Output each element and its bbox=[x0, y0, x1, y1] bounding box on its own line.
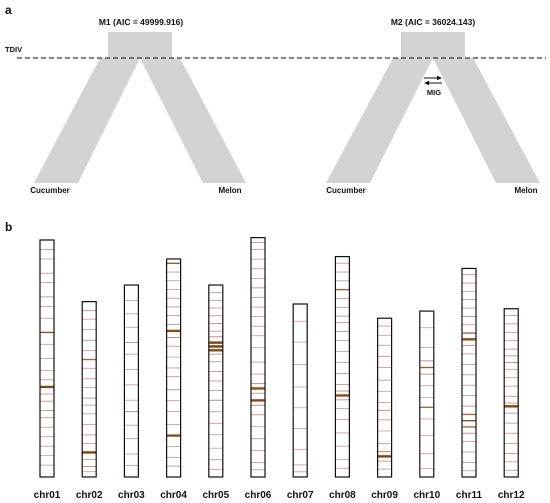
chromosome-label: chr09 bbox=[371, 490, 398, 501]
chromosome-chr04: chr04 bbox=[160, 258, 187, 501]
chromosome-chr05: chr05 bbox=[202, 284, 230, 501]
chromosome-chr06: chr06 bbox=[245, 237, 272, 501]
chromosome-outline bbox=[81, 301, 97, 478]
m1-ancestral-population bbox=[108, 32, 172, 58]
chromosome-chr02: chr02 bbox=[76, 301, 103, 501]
m1-left-population-label: Cucumber bbox=[30, 186, 70, 195]
migration-label: MIG bbox=[427, 88, 441, 97]
chromosome-label: chr03 bbox=[118, 490, 145, 501]
chromosome-outline bbox=[208, 284, 224, 478]
m2-title: M2 (AIC = 36024.143) bbox=[391, 17, 476, 27]
chromosome-outline bbox=[503, 308, 519, 478]
chromosome-label: chr12 bbox=[498, 490, 525, 501]
m1-left-branch bbox=[34, 58, 140, 183]
m2-right-branch bbox=[433, 58, 540, 183]
m1-title: M1 (AIC = 49999.916) bbox=[99, 17, 184, 27]
chromosome-outline bbox=[292, 303, 308, 478]
chromosome-chr10: chr10 bbox=[413, 310, 441, 501]
m1-right-branch bbox=[140, 58, 246, 183]
m2-left-branch bbox=[326, 58, 433, 183]
chromosome-label: chr08 bbox=[329, 490, 356, 501]
chromosome-outline bbox=[250, 237, 266, 478]
chromosome-chr03: chr03 bbox=[118, 284, 145, 501]
chromosome-outline bbox=[166, 258, 182, 478]
panel-b-label: b bbox=[5, 220, 12, 234]
chromosome-outline bbox=[334, 255, 350, 478]
tdiv-label: TDIV bbox=[5, 45, 22, 54]
chromosome-chr07: chr07 bbox=[287, 303, 314, 501]
m2-right-population-label: Melon bbox=[514, 186, 537, 195]
model-m1: M1 (AIC = 49999.916) Cucumber Melon bbox=[30, 17, 246, 195]
chromosome-label: chr04 bbox=[160, 490, 187, 501]
chromosome-chr01: chr01 bbox=[34, 239, 61, 501]
chromosome-label: chr06 bbox=[245, 490, 272, 501]
chromosome-label: chr11 bbox=[456, 490, 483, 501]
chromosome-label: chr10 bbox=[413, 490, 440, 501]
chromosome-outline bbox=[461, 267, 477, 478]
chromosome-ideogram: chr01 chr02 chr03 chr04 chr05 chr06 chr07 chr08… bbox=[34, 237, 525, 501]
chromosome-chr11: chr11 bbox=[456, 267, 483, 501]
chromosome-label: chr02 bbox=[76, 490, 103, 501]
m2-left-population-label: Cucumber bbox=[326, 186, 366, 195]
chromosome-chr12: chr12 bbox=[498, 308, 525, 501]
chromosome-chr08: chr08 bbox=[329, 255, 356, 501]
chromosome-outline bbox=[123, 284, 140, 478]
m2-ancestral-population bbox=[401, 32, 465, 58]
panel-a-label: a bbox=[5, 3, 12, 17]
model-m2: M2 (AIC = 36024.143) Cucumber Melon MIG bbox=[326, 17, 540, 195]
chromosome-outline bbox=[39, 239, 55, 478]
migration-arrows-icon bbox=[424, 75, 442, 86]
chromosome-label: chr07 bbox=[287, 490, 314, 501]
chromosome-label: chr01 bbox=[34, 490, 61, 501]
chromosome-label: chr05 bbox=[202, 490, 229, 501]
chromosome-outline bbox=[377, 317, 393, 478]
chromosome-chr09: chr09 bbox=[371, 317, 398, 501]
chromosome-outline bbox=[419, 310, 435, 478]
m1-right-population-label: Melon bbox=[218, 186, 241, 195]
